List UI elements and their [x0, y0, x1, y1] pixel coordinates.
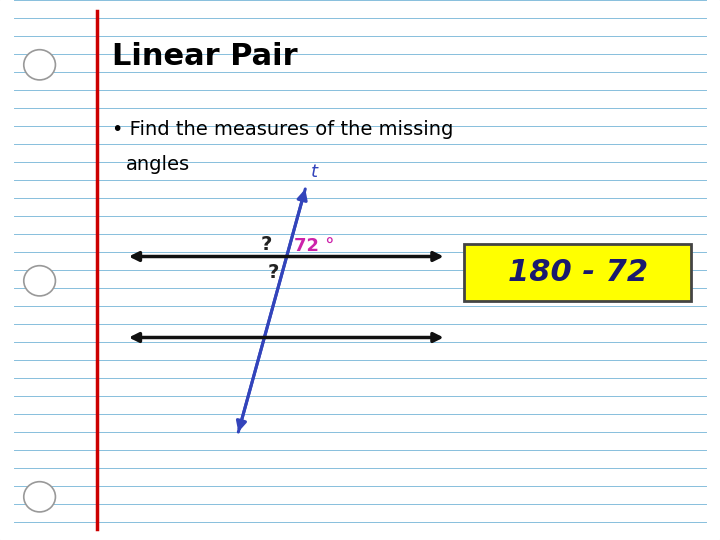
Text: • Find the measures of the missing: • Find the measures of the missing: [112, 120, 453, 139]
Text: angles: angles: [126, 155, 190, 174]
Text: Linear Pair: Linear Pair: [112, 42, 297, 71]
Ellipse shape: [24, 50, 55, 80]
FancyBboxPatch shape: [464, 244, 691, 301]
Text: 72 °: 72 °: [294, 237, 334, 255]
Ellipse shape: [24, 266, 55, 296]
Ellipse shape: [24, 482, 55, 512]
Text: ?: ?: [261, 234, 272, 254]
Text: 180 - 72: 180 - 72: [508, 258, 648, 287]
Text: t: t: [311, 163, 318, 181]
Text: ?: ?: [268, 263, 279, 282]
